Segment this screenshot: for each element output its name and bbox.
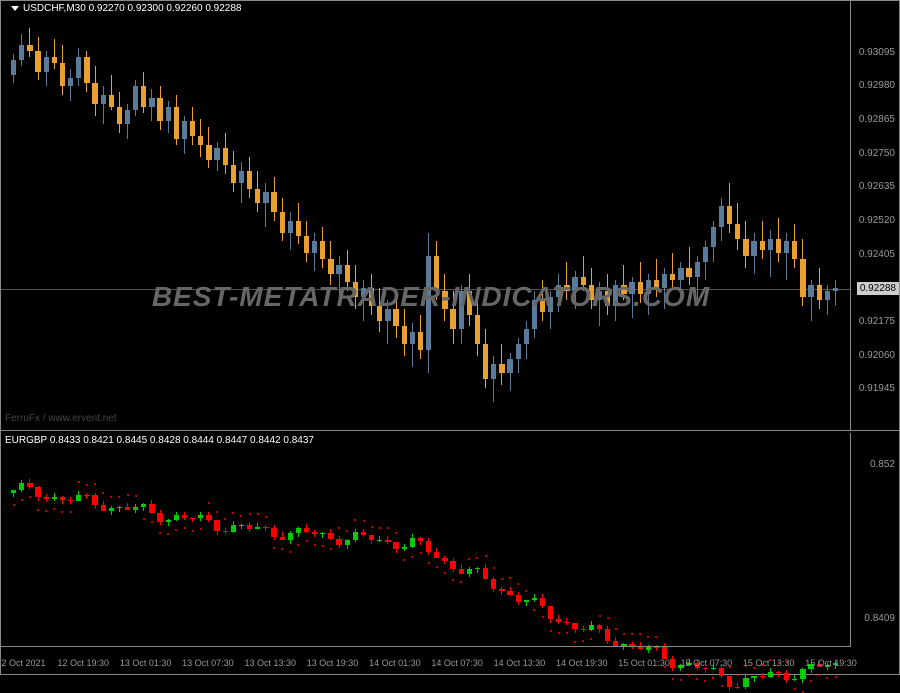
x-axis: 12 Oct 202112 Oct 19:3013 Oct 01:3013 Oc… [1,646,851,674]
sub-chart-title: EURGBP 0.8433 0.8421 0.8445 0.8428 0.844… [5,435,314,446]
main-yaxis: 0.930950.929800.928650.927500.926350.925… [849,1,899,431]
sub-yaxis: 0.8520.8409 [849,433,899,646]
main-chart-title: USDCHF,M30 0.92270 0.92300 0.92260 0.922… [11,3,242,14]
title-text: USDCHF,M30 0.92270 0.92300 0.92260 0.922… [23,3,242,14]
sub-chart-panel[interactable]: EURGBP 0.8433 0.8421 0.8445 0.8428 0.844… [1,433,851,646]
main-chart-panel[interactable]: USDCHF,M30 0.92270 0.92300 0.92260 0.922… [1,1,851,431]
footer-text: FerruFx / www.ervent.net [5,413,117,424]
chart-container: USDCHF,M30 0.92270 0.92300 0.92260 0.922… [0,0,900,675]
dropdown-icon[interactable] [11,6,19,11]
